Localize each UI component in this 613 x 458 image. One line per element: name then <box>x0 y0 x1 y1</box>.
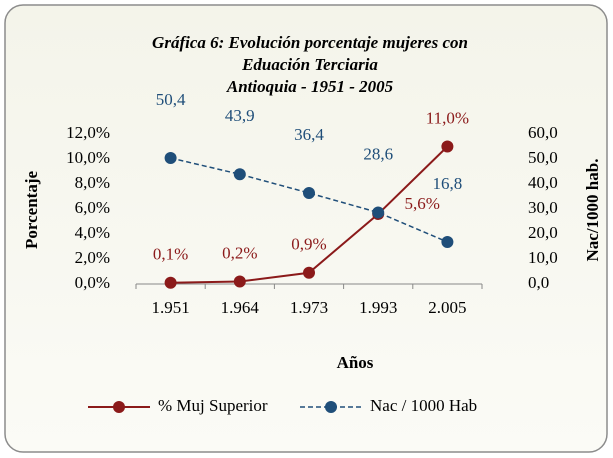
legend-label: % Muj Superior <box>158 396 268 415</box>
data-label: 0,2% <box>222 243 257 262</box>
data-point <box>233 168 246 181</box>
chart-frame <box>4 4 608 453</box>
data-label: 28,6 <box>363 144 393 163</box>
y2-axis-title: Nac/1000 hab. <box>583 159 602 262</box>
y2-tick-label: 60,0 <box>528 123 558 142</box>
x-tick-label: 1.973 <box>290 298 328 317</box>
y2-tick-label: 10,0 <box>528 248 558 267</box>
data-point <box>164 152 177 164</box>
y2-tick-label: 20,0 <box>528 223 558 242</box>
y2-tick-label: 0,0 <box>528 273 549 292</box>
data-point <box>441 236 454 248</box>
data-point <box>233 275 246 288</box>
y-tick-label: 8,0% <box>75 173 110 192</box>
data-label: 0,9% <box>291 235 326 254</box>
chart-title: Eduación Terciaria <box>241 55 378 74</box>
data-label: 0,1% <box>153 245 188 264</box>
data-label: 16,8 <box>433 174 463 193</box>
data-point <box>303 266 315 279</box>
x-tick-label: 1.993 <box>359 298 397 317</box>
data-label: 11,0% <box>426 108 469 127</box>
data-point <box>441 140 454 153</box>
y-tick-label: 10,0% <box>66 148 110 167</box>
y-axis-title: Porcentaje <box>22 171 41 249</box>
chart-title: Antioquia - 1951 - 2005 <box>226 77 394 96</box>
data-point <box>372 206 385 219</box>
chart-title: Gráfica 6: Evolución porcentaje mujeres … <box>152 33 468 52</box>
y-tick-label: 6,0% <box>75 198 110 217</box>
legend-label: Nac / 1000 Hab <box>370 396 477 415</box>
data-label: 36,4 <box>294 125 324 144</box>
legend-marker <box>113 401 125 413</box>
data-label: 50,4 <box>156 90 186 109</box>
x-tick-label: 1.964 <box>221 298 260 317</box>
data-label: 43,9 <box>225 106 255 125</box>
y2-tick-label: 50,0 <box>528 148 558 167</box>
y-tick-label: 12,0% <box>66 123 110 142</box>
y2-tick-label: 30,0 <box>528 198 558 217</box>
x-tick-label: 1.951 <box>151 298 189 317</box>
data-point <box>164 276 177 289</box>
x-tick-label: 2.005 <box>428 298 466 317</box>
y-tick-label: 0,0% <box>75 273 110 292</box>
y-tick-label: 2,0% <box>75 248 110 267</box>
data-point <box>303 187 315 199</box>
legend-marker <box>325 401 337 413</box>
data-label: 5,6% <box>404 194 439 213</box>
y2-tick-label: 40,0 <box>528 173 558 192</box>
x-axis-title: Años <box>337 353 374 372</box>
y-tick-label: 4,0% <box>75 223 110 242</box>
